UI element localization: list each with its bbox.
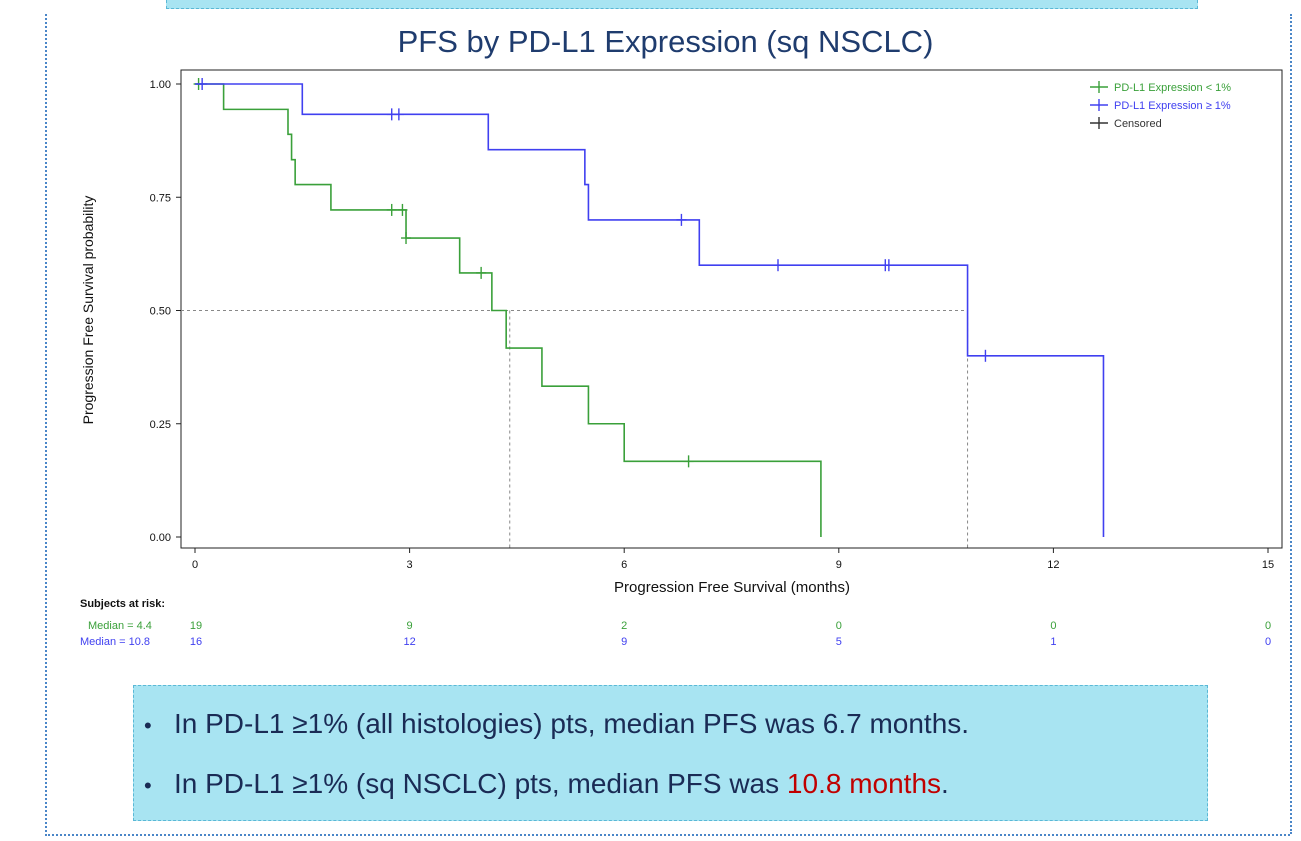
bullet-text: In PD-L1 ≥1% (sq NSCLC) pts, median PFS … (174, 768, 787, 799)
at-risk-count: 9 (621, 636, 628, 648)
bullet-suffix: . (941, 768, 949, 799)
at-risk-count: 0 (1264, 620, 1272, 632)
bullet-text: In PD-L1 ≥1% (all histologies) pts, medi… (174, 708, 970, 739)
x-axis-title: Progression Free Survival (months) (614, 579, 850, 596)
y-tick-label: 0.50 (150, 306, 171, 318)
at-risk-count: 0 (1264, 636, 1272, 648)
km-curve-0 (195, 83, 822, 537)
at-risk-count: 12 (403, 636, 416, 648)
y-tick-label: 0.00 (150, 532, 171, 544)
bullet-highlight: 10.8 months (786, 768, 942, 799)
legend-label: PD-L1 Expression ≥ 1% (1114, 100, 1231, 112)
y-tick-label: 1.00 (150, 79, 171, 91)
at-risk-count: 1 (1050, 636, 1057, 648)
at-risk-count: 0 (835, 620, 842, 632)
at-risk-count: 19 (189, 620, 203, 632)
summary-box: • In PD-L1 ≥1% (all histologies) pts, med… (133, 685, 1208, 821)
at-risk-count: 9 (406, 620, 413, 632)
km-chart: 0.00 0.25 0.50 0.75 1.00 0 3 6 9 12 15 PD-L1 Expres… (150, 69, 1283, 571)
y-tick-label: 0.75 (150, 192, 171, 204)
bullet-symbol: • (144, 713, 152, 738)
x-tick-label: 12 (1047, 559, 1059, 571)
slide-right-border (1290, 14, 1300, 834)
bullet-item: • In PD-L1 ≥1% (sq NSCLC) pts, median PFS… (144, 768, 949, 800)
at-risk-count: 16 (189, 636, 203, 648)
km-curve-1 (195, 83, 1105, 537)
legend-label: Censored (1114, 118, 1162, 130)
x-tick-label: 0 (192, 559, 198, 571)
chart-title: PFS by PD-L1 Expression (sq NSCLC) (397, 24, 934, 59)
at-risk-count: 2 (621, 620, 628, 632)
bullet-item: • In PD-L1 ≥1% (all histologies) pts, med… (144, 708, 969, 740)
x-tick-label: 3 (407, 559, 413, 571)
at-risk-row-label: Median = 10.8 (80, 636, 151, 648)
top-callout-box (166, 0, 1198, 9)
plot-frame (180, 69, 1283, 549)
y-tick-label: 0.25 (150, 419, 171, 431)
legend-label: PD-L1 Expression < 1% (1114, 82, 1231, 94)
at-risk-count: 0 (1050, 620, 1057, 632)
bullet-symbol: • (144, 773, 152, 798)
at-risk-title: Subjects at risk: (80, 598, 165, 610)
x-tick-label: 6 (621, 559, 627, 571)
y-axis-title: Progression Free Survival probability (80, 195, 96, 425)
x-tick-label: 15 (1262, 559, 1274, 571)
at-risk-count: 5 (835, 636, 842, 648)
x-tick-label: 9 (836, 559, 842, 571)
at-risk-row-label: Median = 4.4 (88, 620, 152, 632)
slide-panel-border (45, 14, 1290, 836)
